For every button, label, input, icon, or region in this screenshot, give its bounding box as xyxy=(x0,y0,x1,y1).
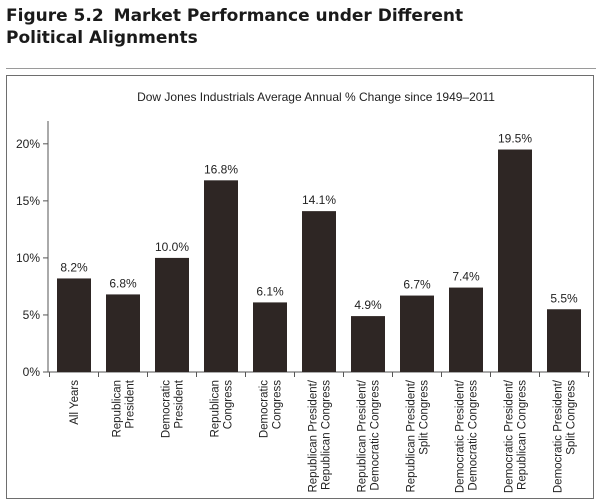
chart-frame xyxy=(6,75,594,499)
figure-label: Figure 5.2 xyxy=(6,6,104,26)
bar xyxy=(351,316,385,372)
bar-value-label: 6.8% xyxy=(109,276,137,290)
figure-title-line1: Market Performance under Different xyxy=(113,6,464,26)
category-label-line: All Years xyxy=(69,380,81,425)
category-label: Republican President/Split Congress xyxy=(406,379,431,492)
category-label-line: Split Congress xyxy=(419,380,431,455)
bar-value-label: 5.5% xyxy=(550,291,578,305)
bar-value-label: 19.5% xyxy=(498,132,532,146)
y-tick-label: 15% xyxy=(16,194,40,208)
chart-bars xyxy=(57,149,581,372)
category-label-line: Republican President/ xyxy=(406,379,418,492)
bar-value-label: 10.0% xyxy=(155,240,189,254)
category-label: Democratic President/Split Congress xyxy=(553,379,578,493)
bar-value-label: 6.7% xyxy=(403,278,431,292)
category-label-line: Democratic President/ xyxy=(455,379,467,493)
y-tick-label: 0% xyxy=(23,365,41,379)
title-rule xyxy=(6,68,596,69)
bar xyxy=(498,149,532,372)
category-label-line: Republican President/ xyxy=(308,379,320,492)
category-label: DemocraticPresident xyxy=(161,379,186,438)
category-label: Republican President/Republican Congress xyxy=(308,379,333,492)
category-label-line: Republican xyxy=(210,380,222,438)
category-label-line: Congress xyxy=(272,380,284,429)
category-label-line: Democratic xyxy=(161,380,173,438)
category-label-line: Democratic President/ xyxy=(553,379,565,493)
y-tick-label: 5% xyxy=(23,308,41,322)
category-label: All Years xyxy=(69,380,81,425)
category-label-line: Republican Congress xyxy=(517,380,529,490)
category-label: DemocraticCongress xyxy=(259,380,284,438)
chart-value-labels: 8.2% 6.8% 10.0% 16.8% 6.1% 14.1% 4.9% 6.7% 7.4% 1… xyxy=(60,132,578,313)
figure-title-line2: Political Alignments xyxy=(6,28,198,48)
y-tick-label: 20% xyxy=(16,137,40,151)
category-label: RepublicanCongress xyxy=(210,380,235,438)
category-label-line: Democratic Congress xyxy=(468,380,480,491)
category-label: RepublicanPresident xyxy=(112,379,137,437)
bar xyxy=(400,295,434,372)
category-label-line: Congress xyxy=(223,380,235,429)
bar xyxy=(253,302,287,372)
bar xyxy=(106,294,140,372)
bar-value-label: 4.9% xyxy=(354,298,382,312)
bar xyxy=(449,287,483,372)
category-label-line: Republican xyxy=(112,380,124,438)
bar-value-label: 16.8% xyxy=(204,162,238,176)
bar-value-label: 7.4% xyxy=(452,270,480,284)
chart-title: Dow Jones Industrials Average Annual % C… xyxy=(137,90,495,104)
category-label-line: President xyxy=(174,379,186,428)
category-label-line: Democratic President/ xyxy=(504,379,516,493)
bar-value-label: 14.1% xyxy=(302,193,336,207)
category-label-line: Republican Congress xyxy=(321,380,333,490)
bar xyxy=(204,180,238,372)
bar-value-label: 6.1% xyxy=(256,284,284,298)
category-label-line: Democratic xyxy=(259,380,271,438)
bar xyxy=(57,278,91,372)
category-label-line: President xyxy=(125,379,137,428)
y-tick-label: 10% xyxy=(16,251,40,265)
category-label: Democratic President/Democratic Congress xyxy=(455,379,480,493)
bar-value-label: 8.2% xyxy=(60,260,88,274)
category-label-line: Split Congress xyxy=(566,380,578,455)
category-label: Democratic President/Republican Congress xyxy=(504,379,529,493)
figure-title: Figure 5.2 Market Performance under Diffe… xyxy=(6,5,463,49)
category-label-line: Republican President/ xyxy=(357,379,369,492)
bar xyxy=(155,257,189,372)
category-label-line: Democratic Congress xyxy=(370,380,382,491)
bar xyxy=(302,211,336,372)
category-label: Republican President/Democratic Congress xyxy=(357,379,382,492)
chart-category-labels: All Years RepublicanPresident DemocraticPr… xyxy=(69,379,578,493)
bar xyxy=(547,309,581,372)
